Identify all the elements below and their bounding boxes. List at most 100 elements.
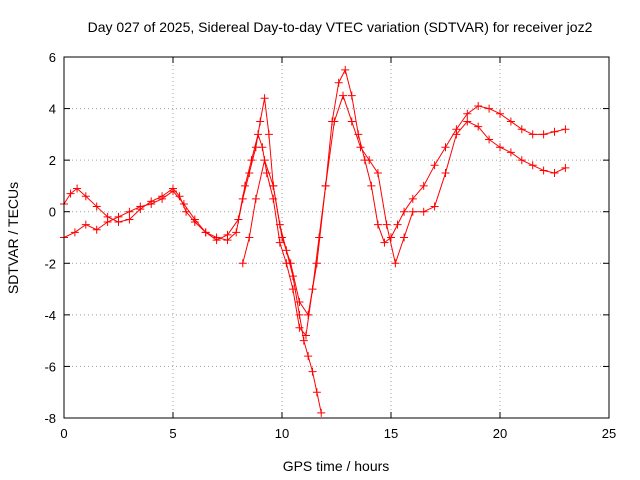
data-point-track-b [347,91,356,100]
data-point-track-c [304,310,313,319]
data-point-track-b [136,202,145,211]
data-point-track-b [234,215,243,224]
data-point-track-a [232,228,241,237]
data-point-track-b [190,215,199,224]
data-point-track-b [125,207,134,216]
x-tick-label: 20 [493,426,507,441]
data-point-track-b [400,207,409,216]
x-axis-label: GPS time / hours [283,458,390,474]
series-line-track-a [63,97,322,414]
data-point-track-c [463,117,472,126]
series-line-track-b [63,69,566,336]
data-point-track-c [382,220,391,229]
data-point-track-a [73,184,82,193]
data-point-track-b [463,109,472,118]
data-point-track-a [125,215,134,224]
data-point-track-b [275,238,284,247]
data-point-track-b [485,104,494,113]
data-point-track-a [304,352,313,361]
data-point-track-c [295,297,304,306]
y-axis-label: SDTVAR / TECUs [5,182,21,294]
data-point-track-b [496,109,504,118]
data-point-track-c [506,148,515,157]
data-point-track-c [419,207,428,216]
data-point-track-b [201,228,210,237]
data-point-track-a [264,130,273,139]
data-point-track-c [561,163,570,172]
data-point-track-c [312,259,321,268]
data-point-track-c [408,207,417,216]
data-point-track-c [391,259,400,268]
data-point-track-b [169,187,177,196]
data-point-track-c [260,156,269,165]
data-point-track-a [260,94,269,103]
plot-frame [63,56,610,419]
data-point-track-b [334,78,343,87]
data-point-track-c [330,117,339,126]
data-point-track-b [247,156,256,165]
y-tick-label: -2 [44,256,56,271]
data-point-track-b [240,181,249,190]
data-point-track-c [321,181,330,190]
data-point-track-b [393,220,402,229]
data-point-track-b [92,225,101,234]
data-point-track-b [430,161,439,170]
data-point-track-b [158,194,167,203]
data-point-track-c [339,91,348,100]
y-tick-label: -4 [44,308,56,323]
data-point-track-c [474,122,483,131]
data-point-track-b [114,212,123,221]
data-point-track-b [474,101,483,110]
data-point-track-b [81,220,90,229]
tick-layer: 0 5 10 15 20 25 -8 -6 -4 -2 0 2 4 6 [44,50,616,441]
data-point-track-c [251,194,260,203]
data-point-track-b [301,331,310,340]
data-point-track-c [539,166,548,175]
y-tick-label: 6 [49,50,56,65]
data-point-track-b [387,233,395,242]
data-point-track-c [528,161,537,170]
data-point-track-c [496,143,504,152]
data-point-track-b [295,323,304,332]
data-point-track-b [288,285,297,294]
data-point-track-b [380,238,389,247]
data-point-track-a [256,117,265,126]
data-point-track-b [254,130,263,139]
data-point-track-c [400,233,409,242]
data-point-track-c [269,181,278,190]
y-tick-label: 4 [49,102,56,117]
data-point-track-c [485,135,494,144]
data-point-track-b [517,125,526,134]
x-tick-label: 15 [384,426,398,441]
y-tick-label: -8 [44,411,56,426]
data-point-track-b [441,143,450,152]
data-point-track-b [528,130,537,139]
data-point-track-a [92,202,101,211]
data-point-track-b [550,127,559,136]
data-point-track-c [441,169,450,178]
data-point-track-b [70,228,79,237]
data-point-track-a [81,192,90,201]
data-point-track-c [550,169,559,178]
data-point-track-b [179,199,188,208]
data-point-track-b [341,65,350,74]
data-point-track-c [373,169,382,178]
grid-layer [64,57,609,418]
data-point-track-b [147,199,156,208]
data-point-track-c [245,233,254,242]
data-point-track-a [308,367,317,376]
y-tick-label: 2 [49,153,56,168]
y-tick-label: -6 [44,359,56,374]
data-point-track-a [299,336,308,345]
data-point-track-b [561,125,570,134]
x-tick-label: 10 [275,426,289,441]
data-point-track-b [103,218,112,227]
data-point-track-c [286,259,295,268]
data-point-track-c [452,130,461,139]
data-point-track-b [419,181,428,190]
series-layer [60,65,570,417]
data-point-track-c [517,156,526,165]
data-point-track-a [66,189,75,198]
data-point-track-b [408,194,417,203]
